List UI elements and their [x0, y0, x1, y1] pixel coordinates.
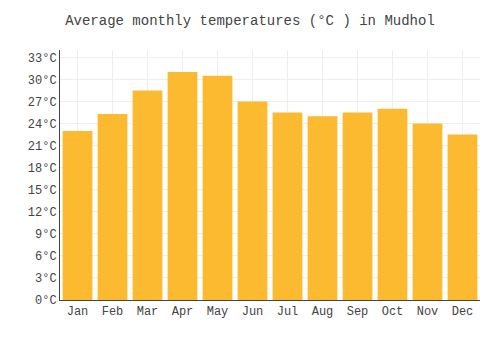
svg-text:Jan: Jan	[67, 305, 89, 319]
svg-text:May: May	[207, 305, 229, 319]
svg-text:24°C: 24°C	[28, 118, 57, 132]
svg-text:3°C: 3°C	[35, 272, 57, 286]
svg-text:27°C: 27°C	[28, 96, 57, 110]
svg-text:21°C: 21°C	[28, 140, 57, 154]
svg-text:12°C: 12°C	[28, 206, 57, 220]
svg-text:Sep: Sep	[347, 305, 369, 319]
svg-text:Average monthly temperatures (: Average monthly temperatures (°C ) in Mu…	[65, 13, 435, 29]
svg-text:18°C: 18°C	[28, 162, 57, 176]
svg-text:33°C: 33°C	[28, 52, 57, 66]
svg-text:30°C: 30°C	[28, 74, 57, 88]
svg-text:15°C: 15°C	[28, 184, 57, 198]
svg-text:Nov: Nov	[417, 305, 439, 319]
svg-text:9°C: 9°C	[35, 228, 57, 242]
svg-text:6°C: 6°C	[35, 250, 57, 264]
svg-text:Oct: Oct	[382, 305, 404, 319]
svg-text:Jun: Jun	[242, 305, 264, 319]
svg-text:Aug: Aug	[312, 305, 334, 319]
svg-text:0°C: 0°C	[35, 294, 57, 308]
svg-text:Feb: Feb	[102, 305, 124, 319]
svg-text:Apr: Apr	[172, 305, 194, 319]
svg-text:Dec: Dec	[452, 305, 474, 319]
svg-text:Jul: Jul	[277, 305, 299, 319]
svg-text:Mar: Mar	[137, 305, 159, 319]
